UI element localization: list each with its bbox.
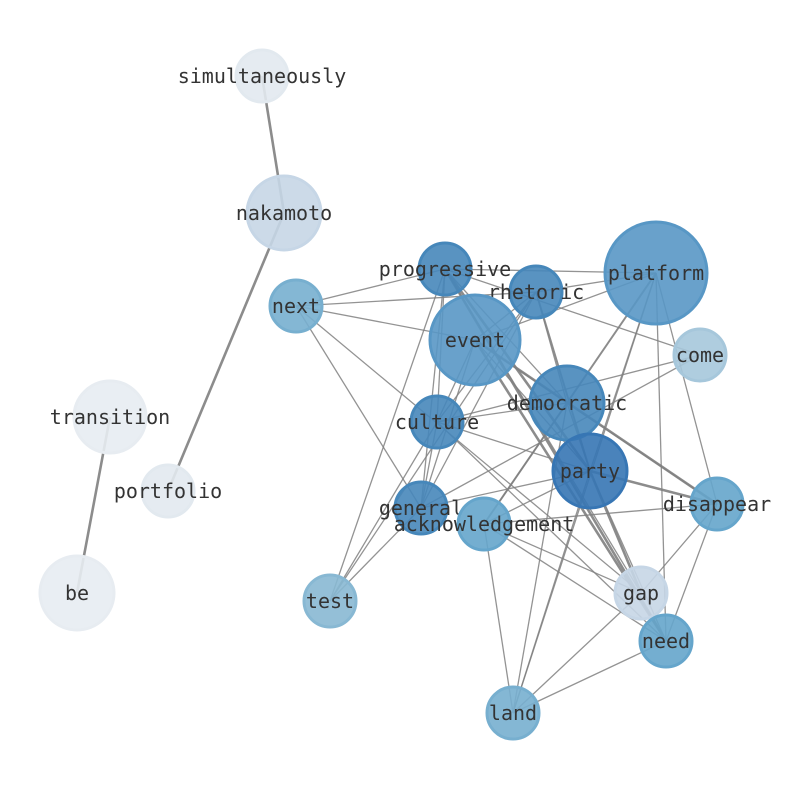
node-circle[interactable] — [456, 496, 512, 552]
node-label: general — [379, 496, 463, 520]
node-circle[interactable] — [72, 379, 148, 455]
node-label: next — [272, 294, 320, 318]
node-portfolio[interactable]: portfolio — [114, 463, 222, 519]
node-label: need — [642, 629, 690, 653]
edge-gap-land — [512, 592, 642, 714]
node-simultaneously[interactable]: simultaneously — [178, 48, 347, 104]
node-label: nakamoto — [236, 201, 332, 225]
node-democratic[interactable]: democratic — [507, 364, 627, 442]
node-event[interactable]: event — [428, 293, 522, 387]
node-be[interactable]: be — [38, 554, 116, 632]
node-circle[interactable] — [268, 278, 324, 334]
node-platform[interactable]: platform — [603, 220, 709, 326]
node-label: gap — [623, 581, 659, 605]
node-circle[interactable] — [638, 613, 694, 669]
node-circle[interactable] — [508, 264, 564, 320]
node-transition[interactable]: transition — [50, 379, 170, 455]
node-circle[interactable] — [409, 394, 465, 450]
edge-acknowledgement-gap — [483, 523, 642, 594]
edge-nakamoto-portfolio — [166, 212, 286, 492]
node-circle[interactable] — [528, 364, 606, 442]
node-circle[interactable] — [485, 685, 541, 741]
node-label: democratic — [507, 391, 627, 415]
node-circle[interactable] — [38, 554, 116, 632]
node-label: progressive — [379, 257, 511, 281]
edge-next-gap — [295, 305, 642, 594]
node-label: acknowledgement — [394, 512, 575, 536]
edge-need-land — [512, 640, 667, 714]
node-label: disappear — [663, 492, 771, 516]
edge-acknowledgement-land — [483, 523, 514, 714]
node-circle[interactable] — [428, 293, 522, 387]
node-come[interactable]: come — [672, 327, 728, 383]
edge-culture-test — [329, 421, 438, 602]
edge-progressive-test — [329, 268, 446, 602]
node-label: simultaneously — [178, 64, 347, 88]
node-label: portfolio — [114, 479, 222, 503]
node-label: platform — [608, 261, 704, 285]
node-label: come — [676, 343, 724, 367]
node-circle[interactable] — [245, 174, 323, 252]
nodes: simultaneously nakamoto transition portfoli… — [38, 48, 771, 741]
node-need[interactable]: need — [638, 613, 694, 669]
node-label: be — [65, 581, 89, 605]
node-circle[interactable] — [393, 480, 449, 536]
node-circle[interactable] — [234, 48, 290, 104]
node-test[interactable]: test — [302, 573, 358, 629]
node-circle[interactable] — [689, 476, 745, 532]
node-general[interactable]: general — [379, 480, 463, 536]
node-label: event — [445, 328, 505, 352]
node-circle[interactable] — [140, 463, 196, 519]
node-party[interactable]: party — [551, 432, 629, 510]
node-nakamoto[interactable]: nakamoto — [236, 174, 332, 252]
node-label: party — [560, 459, 620, 483]
node-disappear[interactable]: disappear — [663, 476, 771, 532]
node-circle[interactable] — [417, 241, 473, 297]
node-rhetoric[interactable]: rhetoric — [488, 264, 584, 320]
edge-next-rhetoric — [295, 291, 537, 307]
node-label: transition — [50, 405, 170, 429]
node-acknowledgement[interactable]: acknowledgement — [394, 496, 575, 552]
edge-acknowledgement-need — [483, 523, 667, 642]
node-circle[interactable] — [302, 573, 358, 629]
node-circle[interactable] — [672, 327, 728, 383]
edge-acknowledgement-disappear — [483, 503, 718, 525]
node-label: land — [489, 701, 537, 725]
node-circle[interactable] — [613, 565, 669, 621]
node-circle[interactable] — [551, 432, 629, 510]
node-label: test — [306, 589, 354, 613]
edge-next-general — [295, 305, 422, 509]
node-culture[interactable]: culture — [395, 394, 479, 450]
node-label: culture — [395, 410, 479, 434]
node-land[interactable]: land — [485, 685, 541, 741]
edge-party-land — [512, 470, 591, 714]
node-gap[interactable]: gap — [613, 565, 669, 621]
node-label: rhetoric — [488, 280, 584, 304]
node-progressive[interactable]: progressive — [379, 241, 511, 297]
node-circle[interactable] — [603, 220, 709, 326]
node-next[interactable]: next — [268, 278, 324, 334]
